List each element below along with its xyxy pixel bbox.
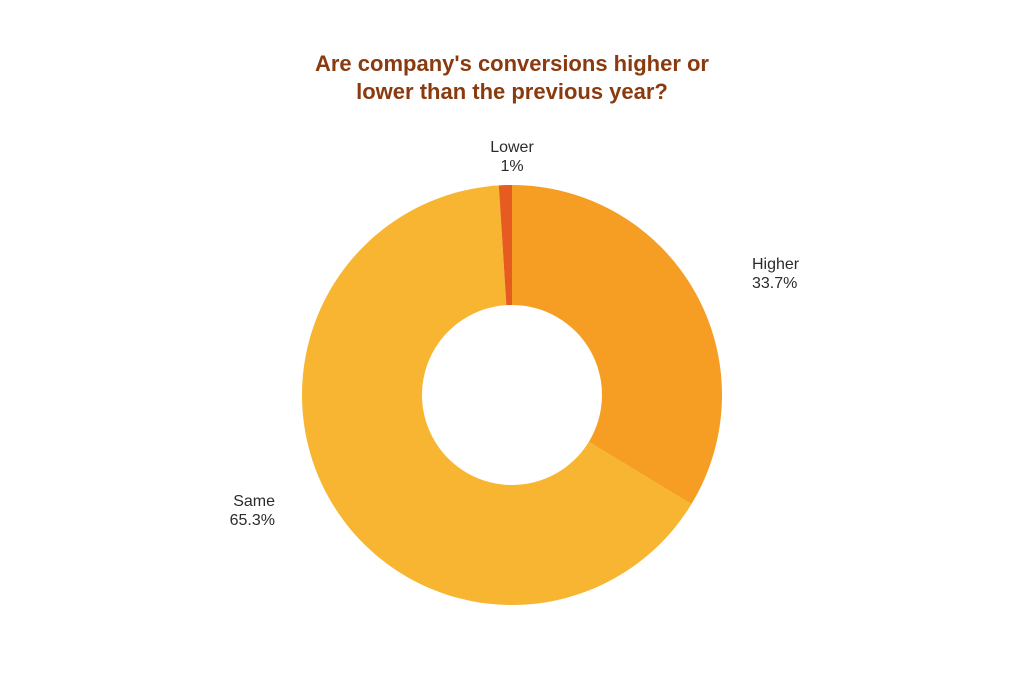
segment-label-higher-value: 33.7% xyxy=(752,275,797,292)
segment-label-lower-name: Lower xyxy=(490,139,534,156)
segment-label-same-value: 65.3% xyxy=(230,512,275,529)
segment-label-higher: Higher 33.7% xyxy=(752,255,799,293)
segment-label-lower: Lower 1% xyxy=(452,138,572,176)
segment-label-higher-name: Higher xyxy=(752,256,799,273)
donut-chart xyxy=(0,0,1024,683)
segment-label-same-name: Same xyxy=(233,493,275,510)
donut-slice-higher xyxy=(512,185,722,504)
segment-label-same: Same 65.3% xyxy=(155,492,275,530)
donut-svg xyxy=(0,0,1024,683)
chart-page: Are company's conversions higher or lowe… xyxy=(0,0,1024,683)
segment-label-lower-value: 1% xyxy=(500,158,523,175)
